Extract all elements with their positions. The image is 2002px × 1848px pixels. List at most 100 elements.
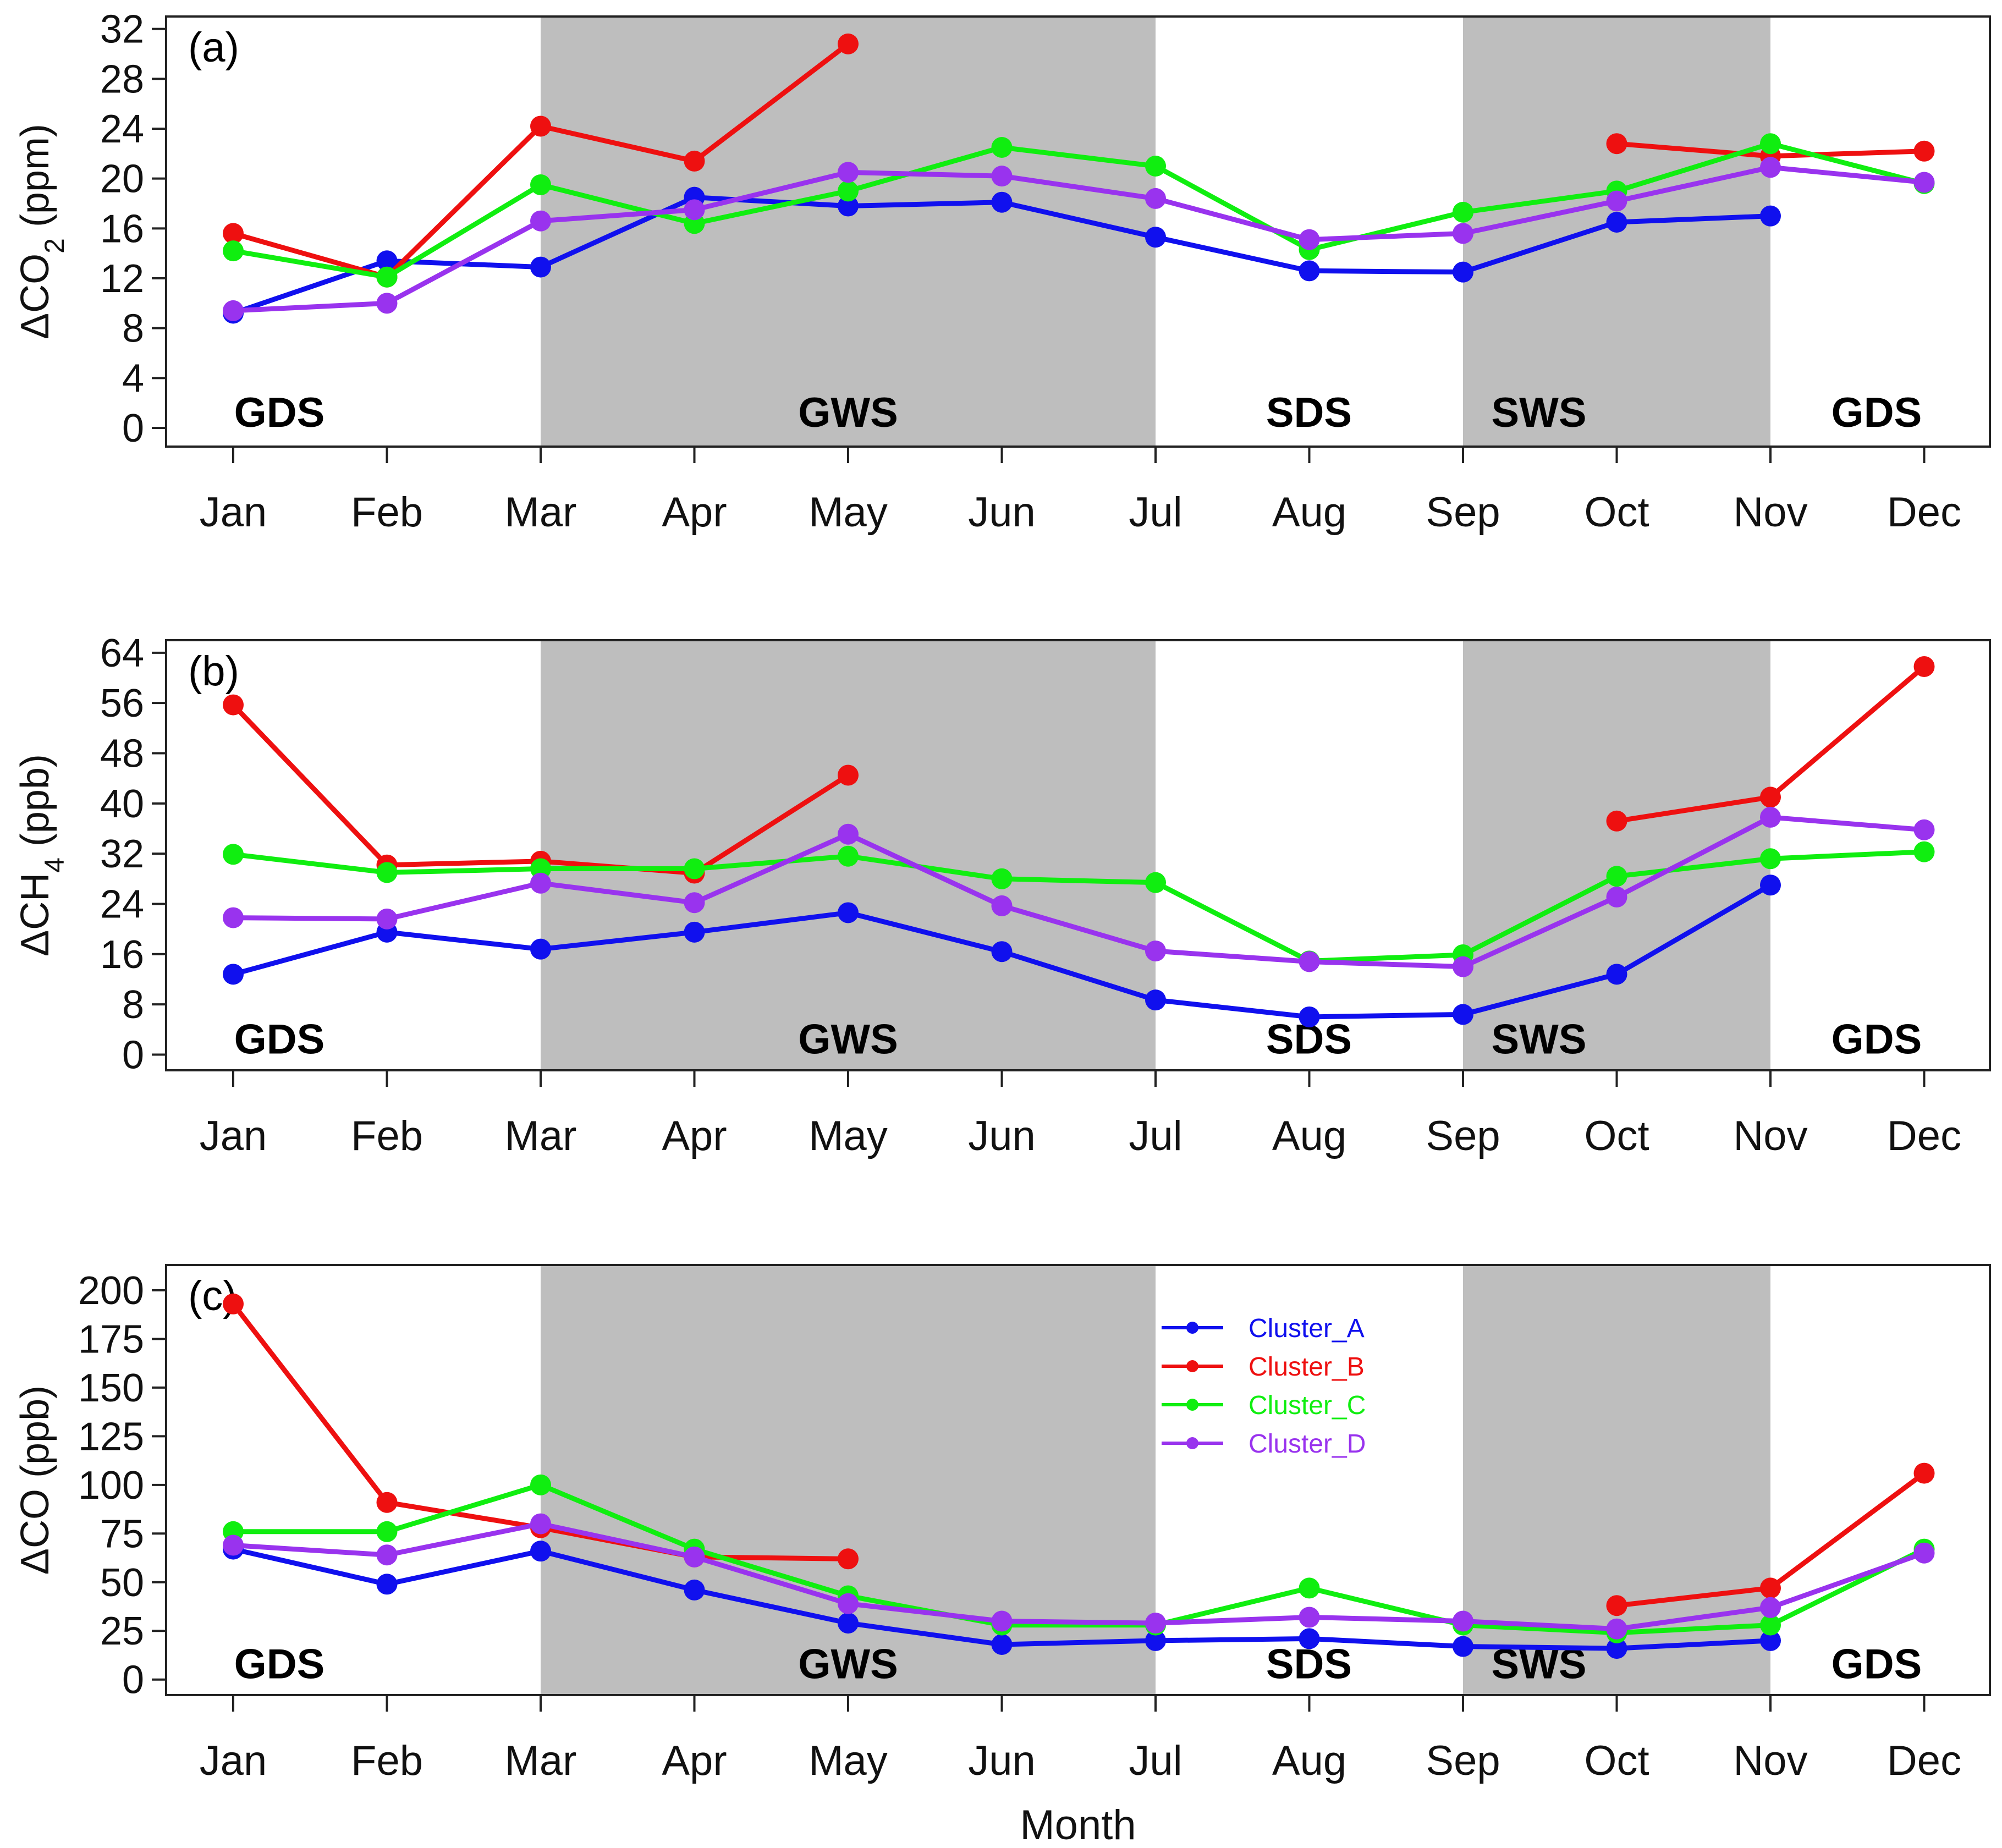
series-cluster-d: [223, 157, 1935, 321]
data-point: [838, 845, 859, 867]
data-point: [1453, 1636, 1473, 1657]
x-tick-label: May: [809, 489, 888, 536]
x-tick-label: Dec: [1887, 1737, 1961, 1784]
y-tick-label: 24: [100, 107, 144, 151]
data-point: [530, 938, 551, 960]
x-tick-label: Jan: [200, 1737, 267, 1784]
data-point: [376, 862, 398, 883]
legend-marker: [1186, 1360, 1198, 1372]
y-tick-label: 48: [100, 732, 144, 776]
data-point: [991, 166, 1013, 187]
data-point: [1760, 1630, 1781, 1651]
data-point: [684, 1579, 705, 1601]
season-label-sws: SWS: [1491, 1016, 1586, 1063]
data-point: [1453, 201, 1473, 223]
x-tick-label: Mar: [505, 1113, 577, 1159]
data-point: [1606, 1638, 1627, 1659]
data-point: [1453, 1004, 1473, 1025]
data-point: [530, 174, 551, 195]
x-tick-label: Jul: [1129, 1113, 1182, 1159]
data-point: [1606, 190, 1627, 212]
data-point: [530, 872, 551, 894]
season-label-gws: GWS: [798, 1016, 898, 1063]
y-axis-label: ΔCO (ppb): [13, 1385, 57, 1575]
x-tick-label: Sep: [1426, 1737, 1500, 1784]
panel-label: (b): [188, 648, 239, 695]
x-tick-label: Feb: [351, 1113, 423, 1159]
x-tick-label: Oct: [1584, 1113, 1649, 1159]
season-label-gds: GDS: [234, 1016, 325, 1063]
data-point: [530, 1513, 551, 1535]
data-point: [1913, 140, 1935, 162]
y-tick-label: 40: [100, 782, 144, 826]
season-label-gds: GDS: [1832, 389, 1922, 436]
data-point: [1760, 1597, 1781, 1618]
x-tick-label: Jun: [968, 489, 1036, 536]
data-point: [1299, 260, 1320, 282]
season-shade-gws: [541, 16, 1156, 447]
legend-marker: [1186, 1322, 1198, 1334]
y-tick-label: 64: [100, 631, 144, 675]
y-tick-label: 24: [100, 882, 144, 926]
data-point: [376, 908, 398, 930]
y-tick-label: 175: [78, 1317, 144, 1361]
x-tick-label: Nov: [1733, 489, 1807, 536]
data-point: [838, 1613, 859, 1634]
data-point: [376, 1492, 398, 1513]
data-point: [223, 300, 244, 321]
data-point: [1145, 989, 1166, 1011]
data-point: [1453, 261, 1473, 283]
data-point: [1145, 1630, 1166, 1651]
legend-entry: Cluster_A: [1162, 1314, 1365, 1343]
y-tick-label: 4: [122, 356, 144, 400]
series-line: [233, 815, 1924, 970]
plot-frame: [165, 1264, 1991, 1696]
x-tick-label: Jun: [968, 1113, 1036, 1159]
y-tick-label: 100: [78, 1464, 144, 1508]
data-point: [1145, 188, 1166, 209]
data-point: [991, 868, 1013, 889]
data-point: [1760, 806, 1781, 828]
season-shade-sws: [1463, 640, 1770, 1070]
x-tick-label: Dec: [1887, 1113, 1961, 1159]
x-tick-label: Aug: [1272, 1113, 1346, 1159]
data-point: [1606, 810, 1627, 832]
data-point: [838, 195, 859, 217]
y-tick-label: 56: [100, 681, 144, 725]
x-tick-label: Sep: [1426, 489, 1500, 536]
legend-label: Cluster_C: [1248, 1391, 1366, 1420]
series-cluster-b: [223, 33, 1935, 288]
data-point: [684, 150, 705, 172]
data-point: [1913, 841, 1935, 862]
data-point: [1760, 848, 1781, 870]
x-tick-label: Mar: [505, 489, 577, 536]
y-axis-label: ΔCH4 (ppb): [13, 754, 70, 956]
x-tick-label: Nov: [1733, 1113, 1807, 1159]
y-tick-label: 25: [100, 1609, 144, 1653]
season-label-sds: SDS: [1266, 389, 1352, 436]
y-tick-label: 0: [122, 1658, 144, 1702]
data-point: [684, 921, 705, 943]
data-point: [1760, 205, 1781, 227]
data-point: [838, 1593, 859, 1614]
data-point: [1760, 787, 1781, 808]
data-point: [1606, 886, 1627, 908]
season-label-gws: GWS: [798, 389, 898, 436]
data-point: [376, 1544, 398, 1566]
series-cluster-d: [223, 1513, 1935, 1640]
series-cluster-d: [223, 806, 1935, 977]
x-tick-label: Oct: [1584, 1737, 1649, 1784]
data-point: [1299, 951, 1320, 972]
y-axis-label: ΔCO2 (ppm): [13, 124, 70, 339]
panel-a: 0 4 8 12 16 20 24 28 32 Jan Feb Mar Apr May Jun Jul Aug S…: [13, 8, 1991, 536]
legend: Cluster_A Cluster_B Cluster_C Cluster_D: [1162, 1314, 1366, 1459]
series-line: [233, 849, 1924, 964]
data-point: [1299, 1577, 1320, 1599]
y-tick-label: 50: [100, 1561, 144, 1605]
data-point: [223, 223, 244, 244]
data-point: [1913, 172, 1935, 193]
data-point: [838, 765, 859, 786]
x-tick-label: Oct: [1584, 489, 1649, 536]
